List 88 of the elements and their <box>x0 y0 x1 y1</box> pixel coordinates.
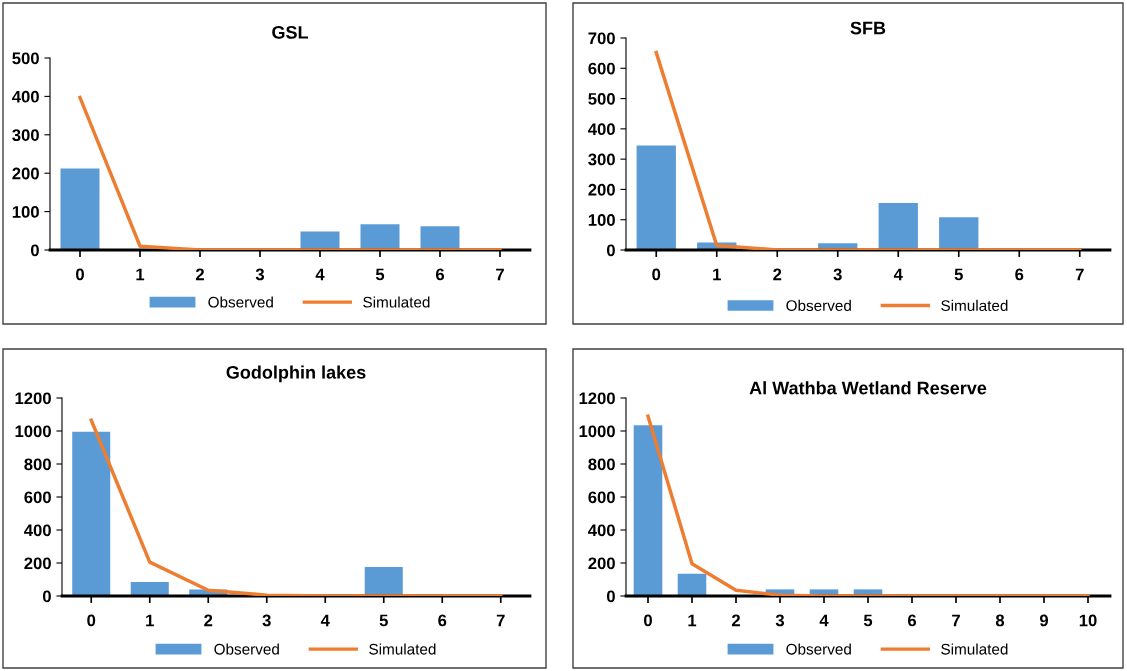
y-tick-label: 600 <box>588 62 615 75</box>
y-tick-label: 600 <box>588 491 615 504</box>
x-tick-label: 3 <box>833 268 842 281</box>
y-tick-label: 300 <box>588 153 615 166</box>
y-tick-label: 400 <box>12 90 39 103</box>
x-tick-label: 2 <box>773 268 782 281</box>
y-tick-label: 200 <box>588 557 615 570</box>
bar <box>677 573 707 596</box>
legend-label: Simulated <box>363 296 430 308</box>
x-tick-label: 0 <box>652 268 661 281</box>
y-tick-label: 600 <box>24 491 51 504</box>
x-tick-label: 0 <box>644 614 652 627</box>
legend-label: Simulated <box>941 299 1008 312</box>
y-tick-label: 0 <box>30 244 39 257</box>
x-tick-label: 0 <box>87 614 96 627</box>
legend-label: Observed <box>786 299 851 312</box>
y-tick-label: 200 <box>588 183 615 196</box>
y-tick-label: 1000 <box>15 425 51 438</box>
x-tick-label: 7 <box>496 268 504 281</box>
y-tick-label: 1200 <box>579 392 615 405</box>
x-tick-label: 2 <box>204 614 213 627</box>
x-tick-label: 1 <box>713 268 721 281</box>
y-tick-label: 0 <box>606 244 615 257</box>
bar <box>633 425 663 596</box>
x-tick-label: 6 <box>1015 268 1024 281</box>
x-tick-label: 5 <box>954 268 963 281</box>
legend-label: Observed <box>208 296 273 308</box>
y-tick-label: 0 <box>606 590 615 603</box>
chart-title: GSL <box>272 25 308 39</box>
x-tick-label: 1 <box>688 614 697 627</box>
x-tick-label: 4 <box>819 614 829 627</box>
y-tick-label: 200 <box>12 167 39 180</box>
y-tick-label: 200 <box>24 557 51 570</box>
x-tick-label: 5 <box>375 268 385 281</box>
x-tick-label: 7 <box>952 614 960 627</box>
y-tick-label: 1000 <box>579 425 615 438</box>
chart-title: Godolphin lakes <box>226 365 366 383</box>
x-tick-label: 3 <box>255 268 265 281</box>
x-tick-label: 7 <box>496 614 505 627</box>
legend-label: Observed <box>786 643 851 655</box>
line-series <box>89 418 503 596</box>
bar <box>60 168 100 250</box>
x-tick-label: 5 <box>379 614 388 627</box>
x-tick-label: 4 <box>320 614 330 627</box>
chart-title: SFB <box>850 21 886 35</box>
bar <box>130 581 169 596</box>
line-series <box>646 414 1090 596</box>
x-tick-label: 1 <box>136 268 145 281</box>
legend-label: Observed <box>214 643 279 655</box>
x-tick-label: 10 <box>1079 614 1097 627</box>
y-tick-label: 400 <box>588 524 615 537</box>
y-tick-label: 100 <box>12 206 39 218</box>
bar <box>939 217 979 250</box>
x-tick-label: 6 <box>907 614 917 627</box>
y-tick-label: 500 <box>12 52 39 65</box>
x-tick-label: 5 <box>863 614 873 627</box>
x-tick-label: 0 <box>76 268 84 281</box>
y-tick-label: 500 <box>588 92 615 105</box>
legend-label: Simulated <box>941 643 1008 655</box>
x-tick-label: 3 <box>775 614 785 627</box>
bar <box>72 431 111 596</box>
x-tick-label: 6 <box>438 614 447 627</box>
y-tick-label: 400 <box>24 524 51 537</box>
y-tick-label: 700 <box>588 32 615 45</box>
y-tick-label: 400 <box>588 123 615 136</box>
x-tick-label: 8 <box>995 614 1005 627</box>
x-tick-label: 9 <box>1039 614 1049 627</box>
x-tick-label: 4 <box>893 268 903 281</box>
x-tick-label: 6 <box>435 268 445 281</box>
x-tick-label: 3 <box>262 614 271 627</box>
bar <box>636 145 676 250</box>
x-tick-label: 2 <box>195 268 204 281</box>
y-tick-label: 300 <box>12 129 39 142</box>
y-tick-label: 800 <box>24 458 51 471</box>
x-tick-label: 7 <box>1075 268 1084 281</box>
y-tick-label: 1200 <box>15 392 51 405</box>
bar <box>364 567 403 596</box>
y-tick-label: 0 <box>42 590 51 603</box>
bar <box>878 203 918 250</box>
legend-label: Simulated <box>369 643 436 655</box>
chart-title: Al Wathba Wetland Reserve <box>749 381 987 395</box>
y-tick-label: 800 <box>588 458 615 471</box>
bar <box>360 224 400 250</box>
bar <box>420 226 460 250</box>
y-tick-label: 100 <box>588 214 615 226</box>
x-tick-label: 1 <box>146 614 154 627</box>
x-tick-label: 2 <box>731 614 740 627</box>
x-tick-label: 4 <box>315 268 325 281</box>
